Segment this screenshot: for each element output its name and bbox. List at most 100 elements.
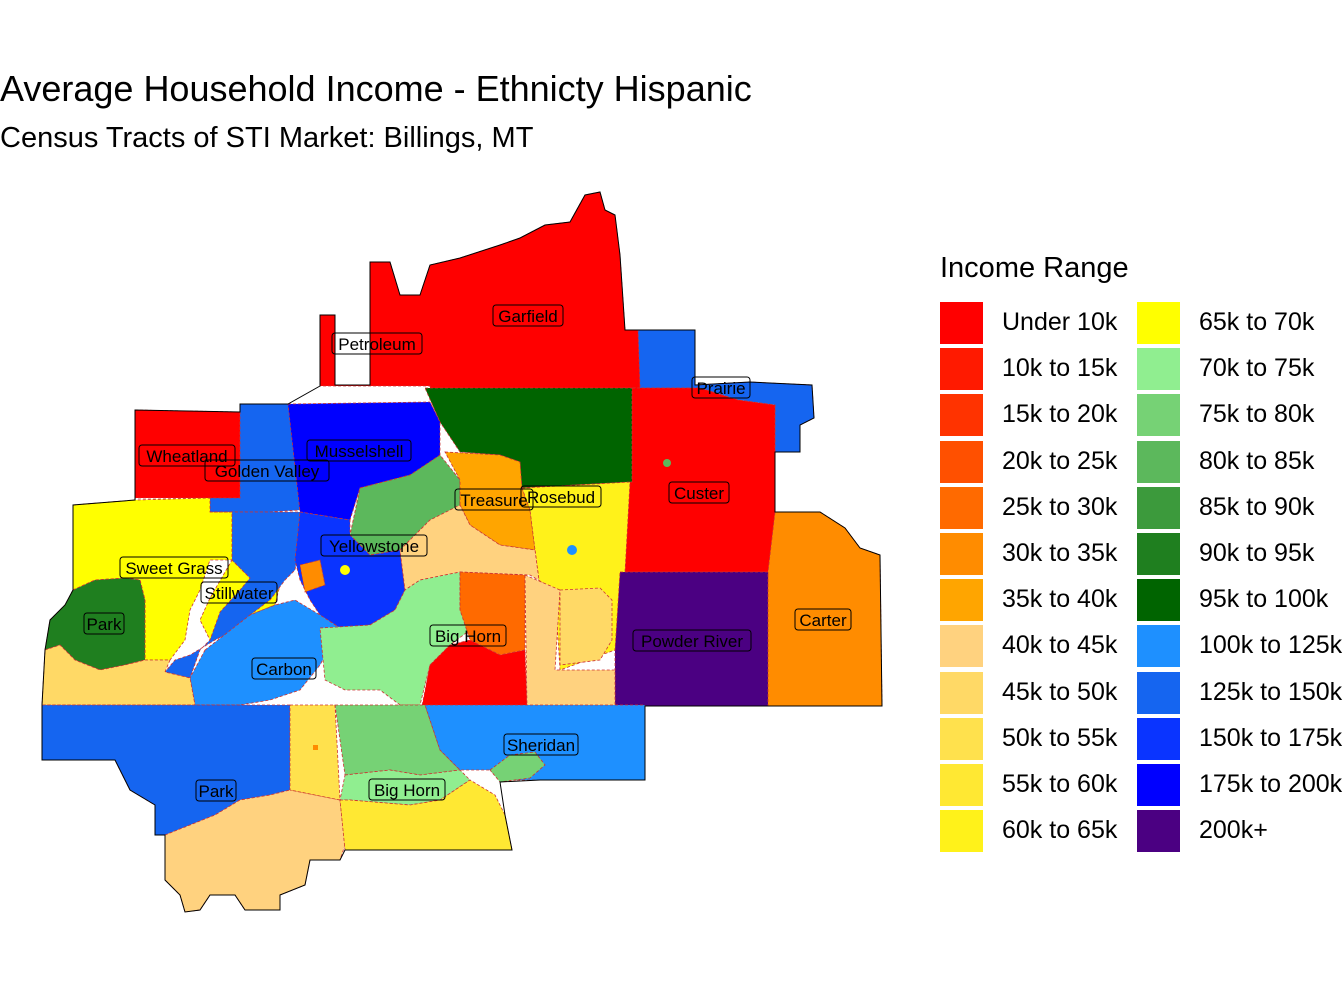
svg-text:Carter: Carter [799, 611, 847, 630]
legend-label: 90k to 95k [1199, 539, 1315, 567]
legend-swatch [1137, 533, 1180, 575]
legend-label: 35k to 40k [1002, 585, 1118, 614]
legend-label: 75k to 80k [1199, 400, 1315, 429]
legend-label: 15k to 20k [1002, 400, 1118, 429]
tract-carbon-south [289, 704, 341, 801]
legend-label: 70k to 75k [1199, 354, 1315, 383]
legend-label: 200k+ [1199, 816, 1268, 845]
legend-swatch [940, 717, 983, 760]
svg-text:Yellowstone: Yellowstone [329, 537, 419, 556]
legend-label: 85k to 90k [1199, 492, 1315, 521]
svg-text:Sheridan: Sheridan [507, 736, 575, 755]
legend-swatch [940, 533, 983, 575]
county-label: Golden Valley [204, 459, 330, 482]
tract-carbon-spot [313, 745, 318, 750]
legend-item: 55k to 60k [940, 762, 1150, 808]
map-title: Average Household Income - Ethnicty Hisp… [0, 68, 752, 109]
legend-item: 25k to 30k [940, 485, 1150, 531]
legend-swatch [1137, 302, 1180, 344]
legend-swatch [1137, 486, 1180, 529]
tract-sweet-grass [72, 497, 233, 661]
tract-big-horn-light [319, 571, 471, 706]
county-label: Custer [668, 481, 730, 504]
legend-item: 30k to 35k [940, 531, 1150, 577]
legend-label: 30k to 35k [1002, 539, 1118, 567]
legend-swatch [1137, 394, 1180, 437]
legend-label: 125k to 150k [1199, 677, 1343, 706]
choropleth-map: Garfield Petroleum Prairie Wheatland Mus… [41, 191, 883, 913]
legend-label: 55k to 60k [1002, 770, 1118, 798]
legend-item: 70k to 75k [1137, 346, 1344, 392]
county-label: Sweet Grass [119, 556, 229, 579]
county-label: Sheridan [503, 733, 579, 756]
legend-label: 45k to 50k [1002, 677, 1118, 706]
svg-text:Big Horn: Big Horn [374, 781, 440, 800]
legend-item: Under 10k [940, 300, 1150, 346]
legend-item: 95k to 100k [1137, 577, 1344, 623]
legend-label: 20k to 25k [1002, 446, 1118, 475]
tract-garfield [319, 191, 641, 405]
legend-item: 75k to 80k [1137, 392, 1344, 438]
legend-label: 65k to 70k [1199, 308, 1315, 336]
legend-label: 80k to 85k [1199, 446, 1315, 475]
legend-swatch [1137, 810, 1180, 853]
legend-swatch [940, 394, 983, 437]
legend-swatch [1137, 671, 1180, 714]
legend-swatch [940, 810, 983, 853]
county-label: Treasure [454, 488, 534, 511]
svg-text:Musselshell: Musselshell [315, 442, 404, 461]
legend-label: 100k to 125k [1199, 631, 1343, 660]
map-subtitle: Census Tracts of STI Market: Billings, M… [0, 122, 534, 154]
county-label: Powder River [632, 629, 752, 652]
svg-text:Park: Park [199, 782, 234, 801]
legend-item: 80k to 85k [1137, 439, 1344, 485]
market-outline [41, 191, 883, 913]
svg-text:Wheatland: Wheatland [146, 447, 227, 466]
county-label: Yellowstone [320, 534, 428, 557]
tract-powder-river [614, 571, 769, 707]
county-labels: Garfield Petroleum Prairie Wheatland Mus… [83, 304, 852, 802]
legend-label: 50k to 55k [1002, 723, 1118, 752]
tract-rosebud-south [559, 587, 613, 666]
legend-title: Income Range [940, 252, 1129, 284]
legend-item: 150k to 175k [1137, 716, 1344, 762]
svg-text:Big Horn: Big Horn [435, 627, 501, 646]
county-label: Garfield [492, 304, 564, 327]
county-label: Park [83, 612, 125, 635]
legend-swatch [940, 486, 983, 529]
tract-yellowstone-tan [399, 504, 556, 591]
tract-custer [619, 387, 776, 573]
legend-label: Under 10k [1002, 308, 1118, 336]
legend-swatch [1137, 764, 1180, 806]
legend-item: 10k to 15k [940, 346, 1150, 392]
county-label: Big Horn [429, 624, 507, 647]
tract-layer [41, 191, 883, 913]
county-label: Prairie [691, 376, 751, 399]
legend-swatch [940, 302, 983, 344]
legend-item: 200k+ [1137, 808, 1344, 854]
legend-label: 175k to 200k [1199, 770, 1343, 798]
legend-swatch [1137, 625, 1180, 668]
legend-item: 15k to 20k [940, 392, 1150, 438]
county-label: Park [195, 779, 237, 802]
legend-item: 175k to 200k [1137, 762, 1344, 808]
legend-item: 125k to 150k [1137, 670, 1344, 716]
legend-item: 45k to 50k [940, 670, 1150, 716]
svg-text:Rosebud: Rosebud [527, 488, 595, 507]
legend-swatch [940, 764, 983, 806]
svg-text:Sweet Grass: Sweet Grass [125, 559, 222, 578]
svg-text:Garfield: Garfield [498, 307, 558, 326]
tract-rosebud-dot [567, 545, 577, 555]
county-label: Petroleum [331, 332, 423, 355]
legend-item: 85k to 90k [1137, 485, 1344, 531]
svg-text:Petroleum: Petroleum [338, 335, 415, 354]
tract-yellowstone-orange [299, 559, 326, 593]
legend-item: 40k to 45k [940, 623, 1150, 669]
legend-label: 150k to 175k [1199, 723, 1343, 752]
svg-text:Custer: Custer [674, 484, 724, 503]
svg-text:Golden Valley: Golden Valley [215, 462, 320, 481]
svg-text:Prairie: Prairie [696, 379, 745, 398]
county-label: Wheatland [138, 444, 236, 467]
svg-text:Stillwater: Stillwater [205, 584, 274, 603]
legend-swatch [940, 440, 983, 483]
